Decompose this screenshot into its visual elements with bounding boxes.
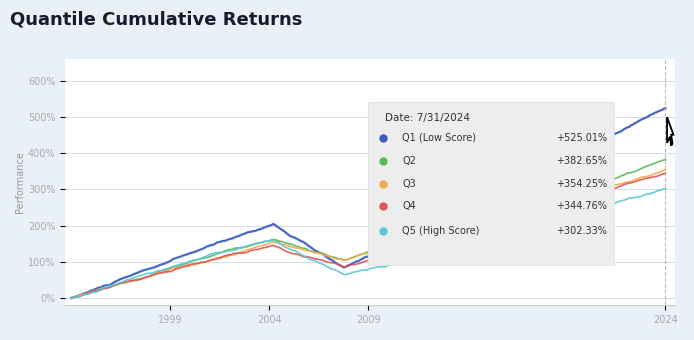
Polygon shape	[667, 117, 673, 146]
Text: Q3: Q3	[403, 178, 416, 189]
Text: Q2: Q2	[403, 156, 416, 166]
Text: +382.65%: +382.65%	[556, 156, 607, 166]
Y-axis label: Performance: Performance	[15, 151, 25, 213]
Text: +302.33%: +302.33%	[556, 226, 607, 236]
Text: Q5 (High Score): Q5 (High Score)	[403, 226, 480, 236]
Text: +525.01%: +525.01%	[556, 133, 607, 143]
Text: Q1 (Low Score): Q1 (Low Score)	[403, 133, 476, 143]
Text: Quantile Cumulative Returns: Quantile Cumulative Returns	[10, 10, 303, 28]
Text: Date: 7/31/2024: Date: 7/31/2024	[385, 114, 470, 123]
FancyBboxPatch shape	[363, 99, 619, 269]
Text: +344.76%: +344.76%	[556, 201, 607, 211]
Text: Q4: Q4	[403, 201, 416, 211]
Text: +354.25%: +354.25%	[556, 178, 607, 189]
